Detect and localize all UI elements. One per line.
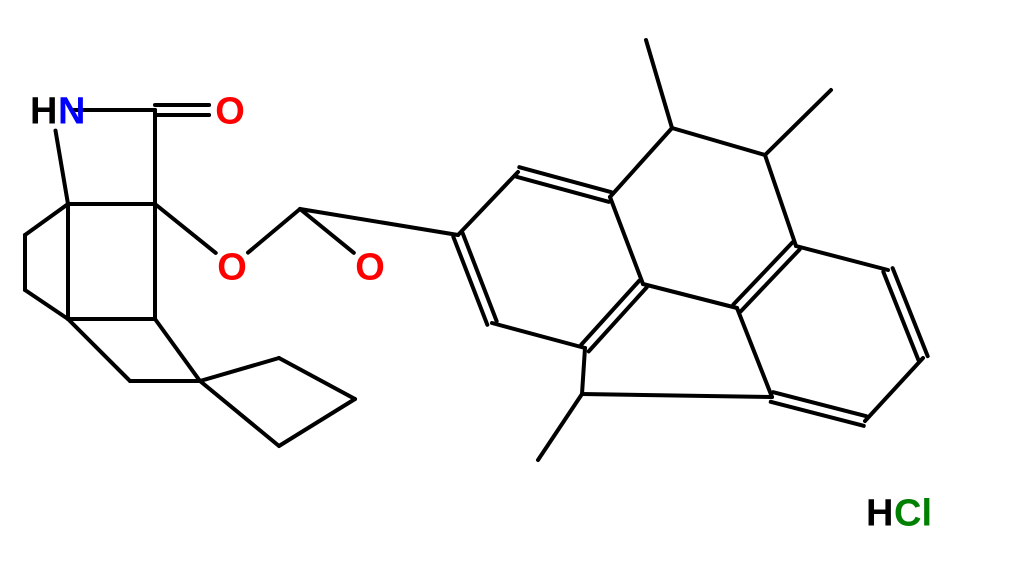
atom-O: O: [355, 246, 385, 288]
atom-N: N: [58, 90, 85, 132]
atom-label-O3: O: [215, 90, 245, 132]
atom-H: H: [30, 90, 57, 132]
atom-label-N1: HN: [30, 90, 85, 132]
atom-Cl: Cl: [894, 492, 932, 534]
atom-O: O: [217, 246, 247, 288]
molecule-diagram: HNOOOHCl: [0, 0, 1022, 580]
atom-label-O5: O: [217, 246, 247, 288]
atom-label-HCl: HCl: [866, 492, 932, 534]
atom-label-O7: O: [355, 246, 385, 288]
atom-O: O: [215, 90, 245, 132]
atom-H: H: [866, 492, 893, 534]
